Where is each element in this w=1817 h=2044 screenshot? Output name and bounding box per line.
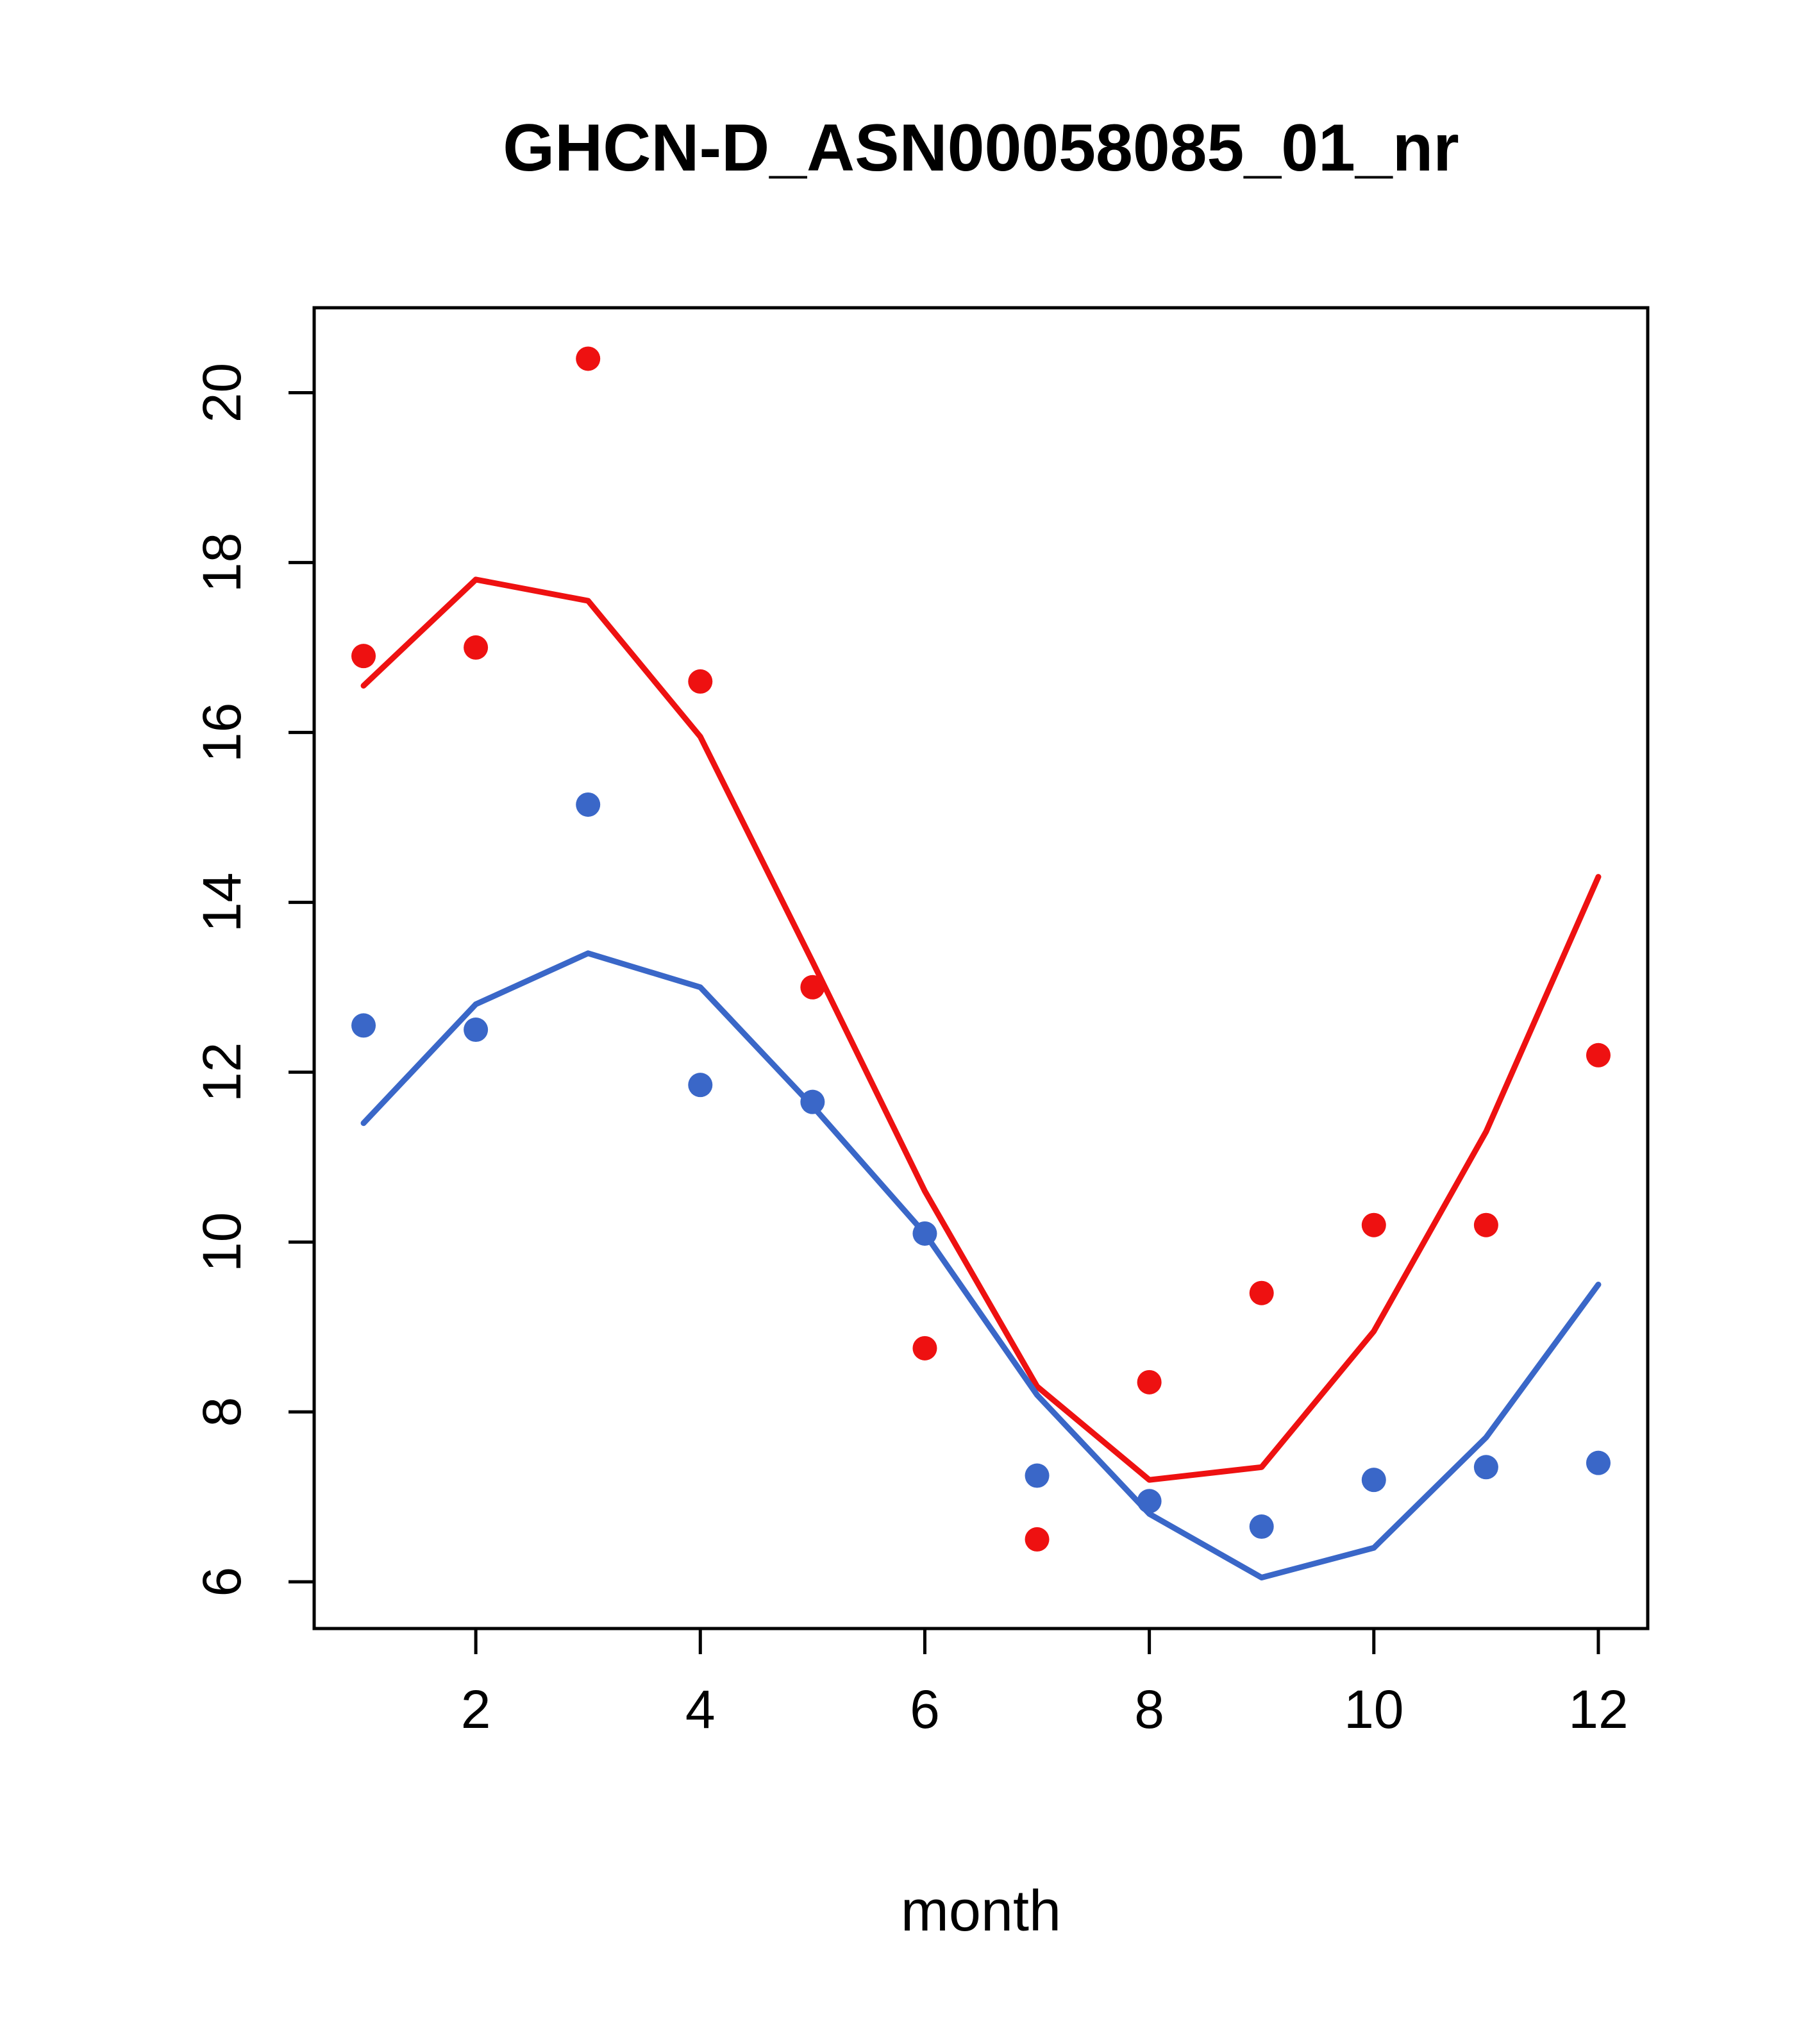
series-blue-line xyxy=(360,950,1602,1581)
y-axis-tick-label: 20 xyxy=(192,363,252,423)
series-red-points-marker xyxy=(1473,1212,1498,1237)
series-blue-points-marker xyxy=(912,1221,937,1246)
x-axis-tick-label: 10 xyxy=(1344,1679,1403,1739)
y-axis-tick-label: 8 xyxy=(192,1397,252,1427)
x-axis-tick-label: 8 xyxy=(1134,1679,1164,1739)
x-axis-tick-label: 2 xyxy=(461,1679,491,1739)
series-red-points-marker xyxy=(912,1336,937,1361)
y-axis-tick-label: 14 xyxy=(192,873,252,932)
x-axis-tick-label: 12 xyxy=(1568,1679,1628,1739)
y-axis-tick-label: 12 xyxy=(192,1043,252,1102)
y-axis-tick-label: 18 xyxy=(192,533,252,592)
series-red-points-marker xyxy=(1586,1043,1611,1068)
x-axis-tick-label: 4 xyxy=(685,1679,716,1739)
series-blue-points-marker xyxy=(1249,1514,1274,1539)
series-red-points-marker xyxy=(351,644,376,669)
series-red-points-marker xyxy=(1025,1527,1050,1552)
series-blue-points-marker xyxy=(576,792,601,817)
series-blue-points-marker xyxy=(1025,1463,1050,1488)
y-axis-tick-label: 16 xyxy=(192,703,252,762)
chart-title: GHCN-D_ASN00058085_01_nr xyxy=(503,111,1459,185)
series-red-line xyxy=(360,576,1602,1483)
series-blue-points-marker xyxy=(1137,1489,1162,1514)
series-blue-points-marker xyxy=(464,1018,489,1043)
series-blue-points-marker xyxy=(351,1013,376,1038)
series-red-points-marker xyxy=(800,975,825,1000)
series-red-points-marker xyxy=(1361,1212,1386,1237)
series-red-points-marker xyxy=(688,669,713,694)
x-axis-tick-label: 6 xyxy=(910,1679,940,1739)
y-axis-tick-label: 10 xyxy=(192,1212,252,1272)
series-blue-points-marker xyxy=(1361,1468,1386,1493)
series-red-points-marker xyxy=(1249,1280,1274,1305)
series-red-points-marker xyxy=(576,346,601,371)
series-red-points-marker xyxy=(464,635,489,660)
series-blue-points-marker xyxy=(1473,1455,1498,1480)
series-red-points-marker xyxy=(1137,1370,1162,1395)
x-axis-label: month xyxy=(900,1879,1062,1943)
series-blue-points-marker xyxy=(1586,1450,1611,1475)
series-blue-points-marker xyxy=(800,1089,825,1114)
y-axis-tick-label: 6 xyxy=(192,1567,252,1597)
series-blue-points-marker xyxy=(688,1073,713,1098)
plot-frame xyxy=(312,306,1650,1630)
